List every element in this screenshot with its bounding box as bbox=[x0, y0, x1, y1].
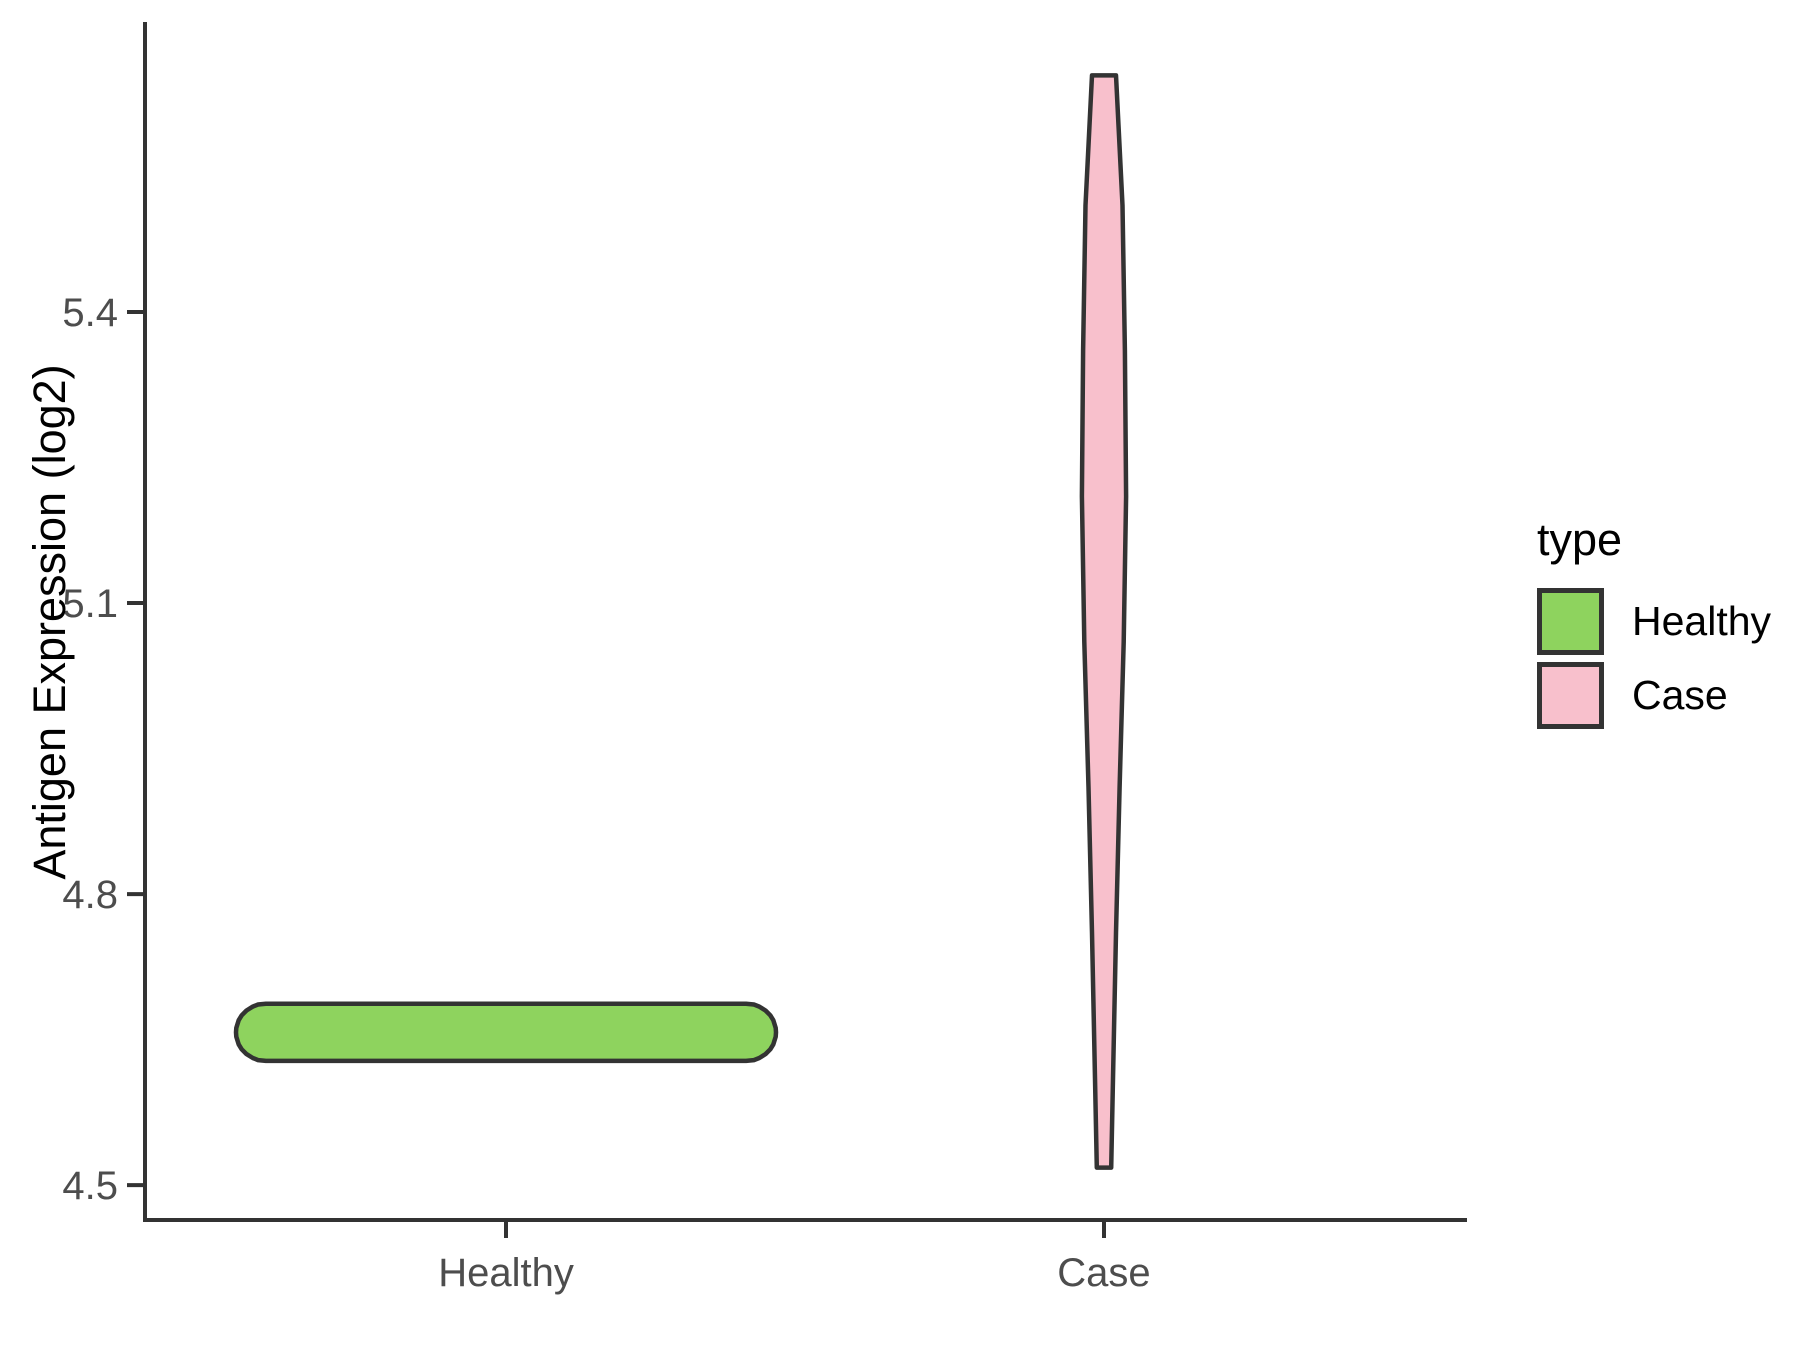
legend-swatch-healthy bbox=[1537, 588, 1604, 655]
legend-label-healthy: Healthy bbox=[1632, 598, 1772, 644]
violin-case bbox=[1079, 73, 1129, 1170]
y-tick-label: 5.1 bbox=[62, 582, 118, 626]
y-tick-label: 4.8 bbox=[62, 873, 118, 917]
x-tick-label-healthy: Healthy bbox=[438, 1251, 574, 1295]
y-tick-label: 5.4 bbox=[62, 291, 118, 335]
legend-title: type bbox=[1537, 514, 1623, 565]
legend-swatch-case bbox=[1537, 662, 1604, 729]
y-axis-title: Antigen Expression (log2) bbox=[24, 364, 75, 880]
axis-lines bbox=[143, 22, 1467, 1222]
legend-entry-case: Case bbox=[1537, 662, 1771, 729]
legend-entry-healthy: Healthy bbox=[1537, 588, 1771, 655]
legend-label-case: Case bbox=[1632, 672, 1728, 718]
legend: type Healthy Case bbox=[1537, 514, 1771, 736]
y-tick-label: 4.5 bbox=[62, 1164, 118, 1208]
x-tick-label-case: Case bbox=[1057, 1251, 1150, 1295]
violin-healthy bbox=[233, 1001, 779, 1064]
